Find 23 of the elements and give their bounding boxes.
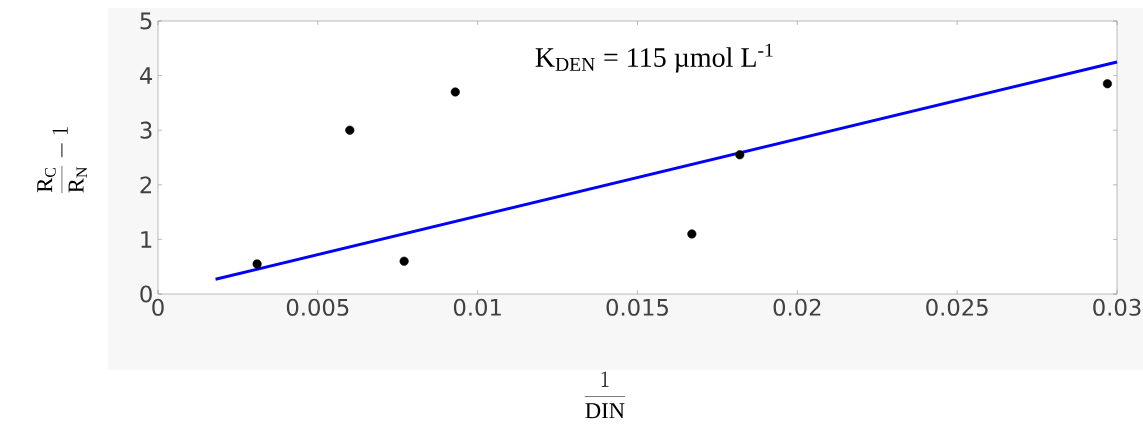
y-tick-label: 5 <box>140 12 152 30</box>
point <box>450 87 460 97</box>
y-tick-label: 1 <box>141 231 152 248</box>
x-tick-label: 0.005 <box>286 298 349 316</box>
y-tick-label: 0 <box>140 285 152 303</box>
x-tick-label: 0.02 <box>773 298 821 316</box>
point <box>399 256 409 266</box>
x-tick-label: 0.025 <box>926 298 988 316</box>
x-tick-label: 0.03 <box>1093 298 1141 316</box>
point <box>1102 79 1112 89</box>
point <box>735 150 745 160</box>
x-axis-title: $\frac{1}{\mathrm{DIN}}$ <box>584 371 626 419</box>
point <box>687 229 697 239</box>
x-tick-label: 0.015 <box>606 298 668 316</box>
y-tick-label: 4 <box>139 67 153 84</box>
point <box>252 259 262 269</box>
y-tick-label: 3 <box>140 121 152 139</box>
x-tick-label: 0 <box>152 298 164 316</box>
y-tick-label: 2 <box>140 176 152 194</box>
x-tick-label: 0.01 <box>453 298 501 316</box>
point <box>345 125 355 135</box>
annotation: K$_{DEN}$ = 115 µmol L$^{-1}$ <box>535 43 773 73</box>
y-axis-title: $\frac{\mathrm{R_C}}{\mathrm{R_N}} - 1$ <box>37 127 87 194</box>
